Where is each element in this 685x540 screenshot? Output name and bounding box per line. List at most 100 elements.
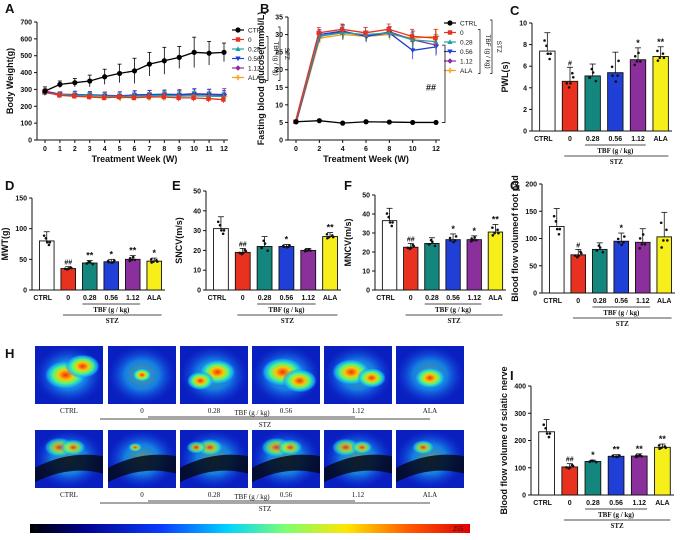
category-label: 0 bbox=[409, 295, 413, 302]
series-0 bbox=[293, 23, 438, 124]
legend-stz-label: STZ bbox=[283, 48, 290, 60]
marker-ctrl bbox=[191, 49, 197, 55]
category-label: 1.12 bbox=[126, 295, 140, 302]
bar-group-0.28: 0.28 bbox=[424, 237, 440, 302]
category-label: ALA bbox=[657, 298, 671, 305]
category-label: ALA bbox=[488, 295, 502, 302]
data-point bbox=[449, 239, 452, 242]
stz-group-label: STZ bbox=[616, 320, 630, 328]
bar bbox=[278, 245, 295, 291]
legend-entry: 1.12 bbox=[460, 58, 473, 65]
category-label: 0 bbox=[568, 500, 572, 507]
category-label: 1.12 bbox=[632, 500, 646, 507]
significance-mark: ** bbox=[492, 214, 500, 224]
data-point bbox=[611, 455, 615, 458]
data-point bbox=[588, 76, 592, 79]
hotspot bbox=[128, 442, 143, 453]
category-label: CTRL bbox=[543, 298, 562, 305]
thermal-image-label: 0.56 bbox=[280, 491, 293, 499]
scale-min-label: 0 bbox=[34, 525, 38, 533]
bar bbox=[570, 254, 587, 294]
marker-ctrl bbox=[57, 81, 63, 87]
data-point bbox=[287, 245, 290, 249]
panel-label-I: I bbox=[510, 368, 514, 383]
marker-ctrl bbox=[161, 58, 167, 64]
bar bbox=[652, 56, 669, 132]
marker-ctrl bbox=[131, 68, 138, 74]
data-point bbox=[385, 212, 389, 215]
chart-D-y-tick-label: 150 bbox=[15, 196, 27, 203]
category-label: CTRL bbox=[376, 295, 395, 302]
data-point bbox=[222, 229, 226, 232]
panel-label-F: F bbox=[344, 178, 352, 193]
hotspot bbox=[351, 440, 373, 455]
hotspot bbox=[277, 439, 303, 456]
thermal-image-label: 1.12 bbox=[352, 491, 365, 499]
bar bbox=[539, 50, 556, 132]
significance-mark: * bbox=[451, 224, 455, 234]
bar bbox=[213, 228, 229, 291]
data-point bbox=[571, 464, 575, 468]
category-label: CTRL bbox=[208, 295, 227, 302]
bar bbox=[548, 226, 565, 294]
x-tick-label: 3 bbox=[88, 146, 92, 153]
data-point bbox=[664, 446, 668, 450]
legend-stz-bracket bbox=[278, 26, 281, 81]
data-point bbox=[635, 60, 639, 63]
chart-B-x-title: Treatment Week (W) bbox=[323, 154, 409, 164]
tbf-group-label: TBF (g / kg) bbox=[234, 493, 270, 501]
bar bbox=[654, 446, 671, 496]
marker-ctrl bbox=[221, 49, 227, 55]
thermal-image-label: 0 bbox=[140, 407, 144, 415]
chart-E-y-title: SNCV(m/s) bbox=[174, 217, 184, 264]
data-point bbox=[390, 224, 394, 228]
bar bbox=[584, 75, 601, 132]
chart-E-y-tick-label: 50 bbox=[193, 189, 201, 196]
bar-group-0: #0 bbox=[570, 242, 587, 305]
series-line bbox=[295, 32, 436, 122]
category-label: 0.28 bbox=[593, 298, 607, 305]
marker-0 bbox=[206, 96, 211, 101]
stz-group-label: STZ bbox=[259, 505, 271, 513]
data-point bbox=[662, 56, 666, 60]
chart-D-y-tick-label: 50 bbox=[19, 257, 27, 264]
data-point bbox=[640, 242, 644, 246]
category-label: 0.56 bbox=[280, 295, 294, 302]
category-label: CTRL bbox=[533, 500, 552, 507]
bar bbox=[656, 236, 673, 294]
chart-E: E 0 10 20 30 40 50 CTRL ## 0 0.28 * 0.56 1.12 ** ALA TBF… bbox=[172, 178, 341, 325]
data-point bbox=[216, 220, 220, 224]
thermal-image-foot-5: ALA bbox=[396, 346, 464, 415]
data-point bbox=[88, 261, 92, 264]
data-point bbox=[152, 260, 155, 263]
bar bbox=[81, 262, 98, 291]
chart-G-y-tick-label: 100 bbox=[525, 236, 537, 243]
chart-F-y-tick-label: 20 bbox=[362, 250, 370, 257]
thermal-image-foot-0: CTRL bbox=[35, 346, 103, 415]
marker-0 bbox=[339, 27, 345, 32]
data-point bbox=[592, 459, 595, 463]
category-label: ALA bbox=[147, 295, 161, 302]
bar-group-1.12: ** 1.12 bbox=[124, 246, 141, 302]
category-label: CTRL bbox=[534, 136, 553, 143]
data-point bbox=[640, 455, 643, 458]
nerve-shadow bbox=[180, 454, 248, 483]
data-point bbox=[454, 235, 458, 238]
thermal-image-label: ALA bbox=[423, 407, 437, 415]
bar-group-0.28: 0.28 bbox=[584, 63, 601, 143]
marker-0 bbox=[447, 30, 453, 35]
marker-ala bbox=[235, 74, 241, 81]
data-point bbox=[433, 244, 437, 248]
significance-mark: # bbox=[568, 60, 572, 67]
bar-group-CTRL: CTRL bbox=[376, 207, 398, 302]
bar-group-ALA: ** ALA bbox=[487, 214, 504, 302]
chart-A-y-tick-label: 200 bbox=[20, 104, 32, 111]
marker-0 bbox=[116, 94, 122, 100]
chart-A-y-tick-label: 500 bbox=[20, 53, 32, 60]
data-point bbox=[616, 237, 620, 241]
chart-C: C 0 2 4 6 8 10 CTRL #0 0.28 0.56 * 1.12 ** ALA TBF (g /… bbox=[500, 3, 672, 166]
data-point bbox=[590, 67, 594, 71]
legend-group-label: TBF (g / kg) bbox=[272, 41, 279, 75]
bar bbox=[256, 245, 273, 291]
